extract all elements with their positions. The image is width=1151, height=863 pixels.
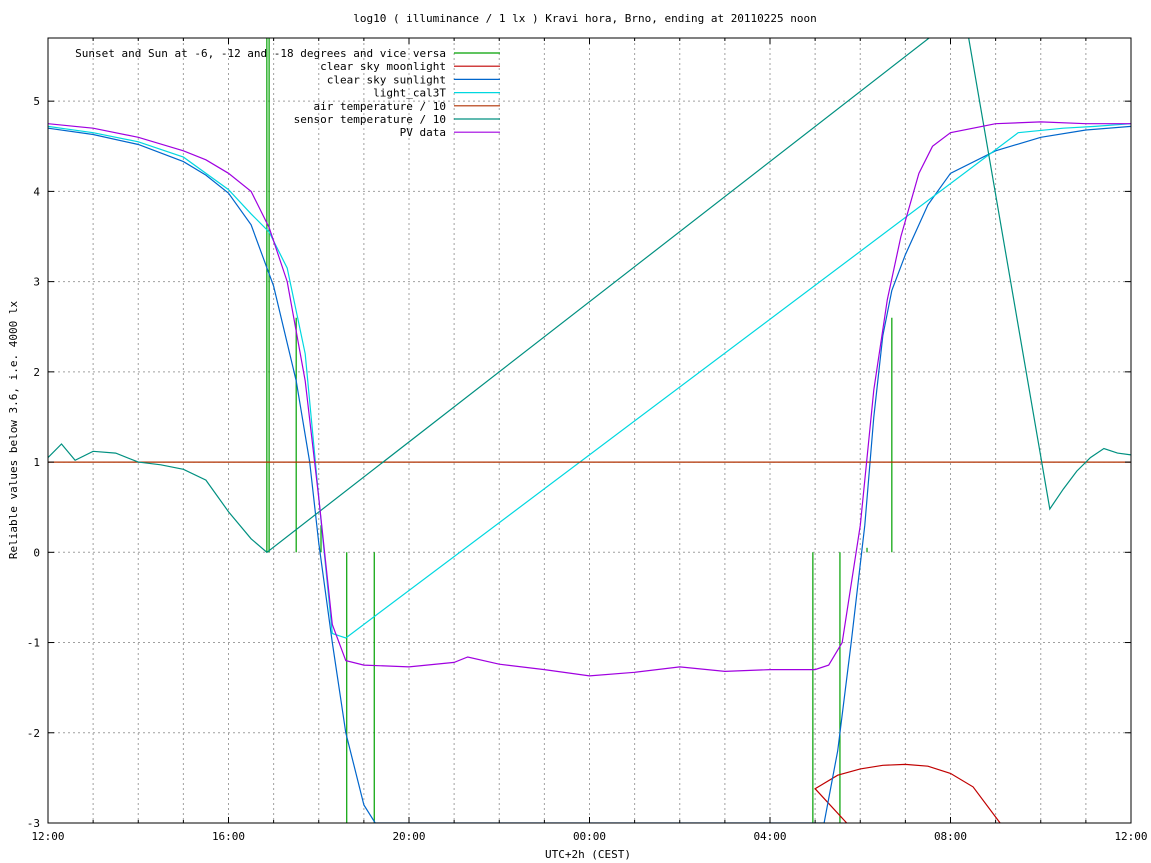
legend-entry-label: air temperature / 10 (314, 100, 446, 113)
legend-entry-label: light_cal3T (373, 87, 446, 100)
y-tick-label: 4 (33, 185, 40, 198)
legend: Sunset and Sun at -6, -12 and -18 degree… (75, 47, 500, 139)
series-line-sensor-temperature-10 (48, 38, 1131, 554)
y-tick-label: 3 (33, 276, 40, 289)
series-line-clear-sky-moonlight (814, 763, 1001, 823)
x-tick-label: 12:00 (31, 830, 64, 843)
series-line-light-cal3t (48, 123, 1131, 639)
y-tick-label: 2 (33, 366, 40, 379)
legend-entry-label: clear sky moonlight (320, 60, 446, 73)
series-line-pv-data (48, 121, 1131, 677)
grid-layer (48, 38, 1131, 823)
y-axis-label: Reliable values below 3.6, i.e. 4000 lx (7, 300, 20, 559)
x-tick-label: 16:00 (212, 830, 245, 843)
x-tick-label: 20:00 (392, 830, 425, 843)
tick-layer: -3 -2 -1 0 1 2 3 4 5 12:00 16:00 20:00 00:00 04:00 08:… (27, 38, 1148, 843)
y-tick-label: 0 (33, 546, 40, 559)
legend-entry-label: clear sky sunlight (327, 73, 446, 86)
legend-entry-label: sensor temperature / 10 (294, 113, 446, 126)
legend-entry-label: Sunset and Sun at -6, -12 and -18 degree… (75, 47, 446, 60)
x-tick-label: 04:00 (753, 830, 786, 843)
y-tick-label: -1 (27, 637, 40, 650)
y-tick-label: 1 (33, 456, 40, 469)
x-tick-label: 08:00 (934, 830, 967, 843)
series-layer (48, 38, 1131, 823)
x-tick-label: 00:00 (573, 830, 606, 843)
chart-title: log10 ( illuminance / 1 lx ) Kravi hora,… (353, 12, 817, 25)
plot-frame (47, 37, 1132, 824)
x-axis-label: UTC+2h (CEST) (545, 848, 631, 861)
y-tick-label: -2 (27, 727, 40, 740)
x-tick-label: 12:00 (1114, 830, 1147, 843)
legend-entry-label: PV data (400, 126, 446, 139)
y-tick-label: 5 (33, 95, 40, 108)
y-tick-label: -3 (27, 817, 40, 830)
